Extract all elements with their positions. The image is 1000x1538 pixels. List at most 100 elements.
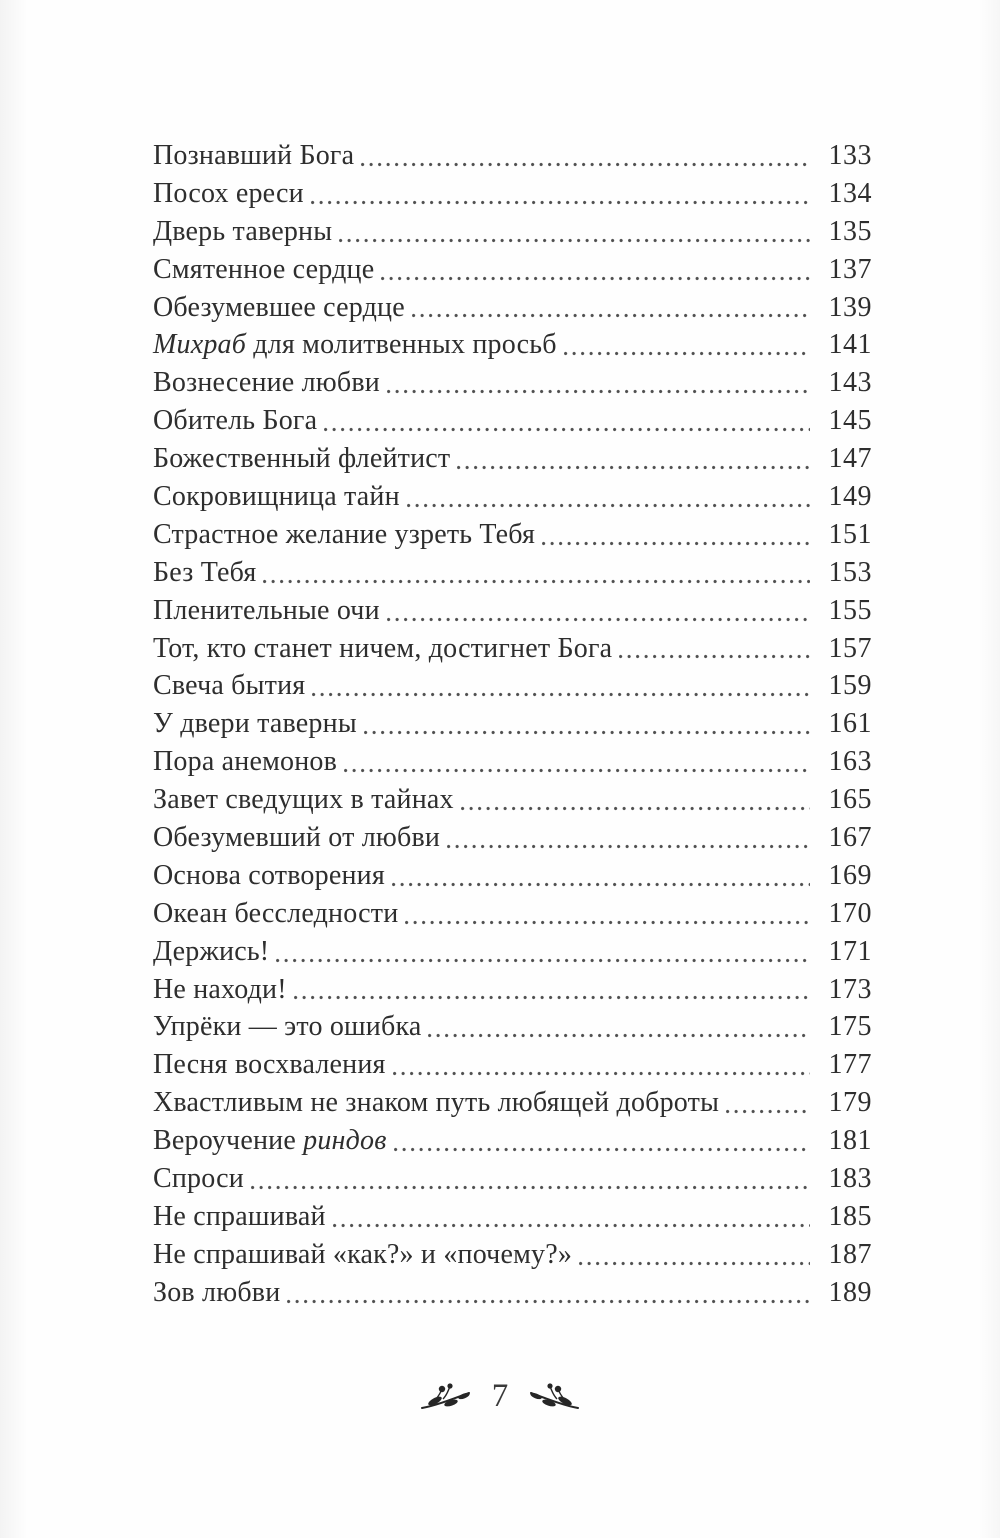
dotted-leader [363,730,810,736]
toc-entry: Спроси 183 [153,1160,872,1198]
toc-entry-page-number: 149 [828,481,872,513]
toc-entry: Не спрашивай «как?» и «почему?» 187 [153,1236,872,1274]
toc-entry-page-number: 139 [828,291,872,323]
toc-entry: Не находи! 173 [153,971,872,1009]
toc-entry-title: Не спрашивай [153,1200,326,1232]
toc-entry-title: Без Тебя [153,556,257,588]
toc-entry-page-number: 181 [828,1125,872,1157]
toc-entry: Посох ереси 134 [153,175,872,213]
toc-entry-page-number: 134 [828,177,872,209]
toc-entry: Дверь таверны 135 [153,213,872,251]
toc-entry-title: Смятенное сердце [153,253,375,285]
toc-entry-title: Зов любви [153,1276,281,1308]
page-footer: 7 [0,1378,1000,1415]
toc-entry-page-number: 177 [828,1049,872,1081]
toc-entry-page-number: 161 [828,708,872,740]
toc-entry: Обитель Бога 145 [153,402,872,440]
toc-entry: Не спрашивай 185 [153,1198,872,1236]
toc-entry-title: Спроси [153,1163,244,1195]
toc-entry-title: Завет сведущих в тайнах [153,784,454,816]
toc-entry: Пленительные очи 155 [153,592,872,630]
toc-entry: Вознесение любви 143 [153,364,872,402]
floral-branch-right-icon [528,1381,580,1413]
toc-entry-page-number: 147 [828,443,872,475]
dotted-leader [276,957,810,963]
toc-entry-page-number: 159 [828,670,872,702]
dotted-leader [405,919,810,925]
toc-entry: Держись! 171 [153,933,872,971]
toc-entry-title: Основа сотворения [153,859,385,891]
toc-entry: Обезумевшее сердце 139 [153,289,872,327]
toc-entry-title: Обезумевшее сердце [153,291,405,323]
dotted-leader [361,161,810,167]
toc-entry-title: Вознесение любви [153,367,380,399]
toc-entry: Пора анемонов 163 [153,743,872,781]
dotted-leader [393,1147,810,1153]
toc-entry-title: Страстное желание узреть Тебя [153,518,536,550]
toc-entry-title: Океан бесследности [153,897,399,929]
table-of-contents: Познавший Бога 133 Посох ереси 134 Дверь… [153,137,872,1312]
toc-entry-title: У двери таверны [153,708,357,740]
toc-entry-page-number: 153 [828,556,872,588]
toc-entry-page-number: 171 [828,935,872,967]
toc-entry-page-number: 141 [828,329,872,361]
toc-entry-title: Упрёки — это ошибка [153,1011,422,1043]
toc-entry: Познавший Бога 133 [153,137,872,175]
toc-entry-title: Божественный флейтист [153,443,451,475]
dotted-leader [619,654,810,660]
toc-entry-page-number: 169 [828,859,872,891]
toc-entry: Тот, кто станет ничем, достигнет Бога 15… [153,630,872,668]
toc-entry-title: Пленительные очи [153,594,380,626]
toc-entry-page-number: 145 [828,405,872,437]
toc-entry-page-number: 167 [828,822,872,854]
page-number: 7 [491,1378,509,1414]
dotted-leader [406,502,810,508]
dotted-leader [386,389,810,395]
dotted-leader [411,313,810,319]
toc-entry-page-number: 135 [828,215,872,247]
toc-entry: Божественный флейтист 147 [153,440,872,478]
toc-entry: Хвастливым не знаком путь любящей доброт… [153,1084,872,1122]
toc-entry-title: Держись! [153,935,270,967]
toc-entry-page-number: 173 [828,973,872,1005]
toc-entry-title: Тот, кто станет ничем, достигнет Бога [153,632,613,664]
toc-entry: Завет сведущих в тайнах 165 [153,781,872,819]
toc-entry: Без Тебя 153 [153,554,872,592]
dotted-leader [460,806,810,812]
toc-entry-title: Познавший Бога [153,140,355,171]
toc-entry-title: Обезумевший от любви [153,822,441,854]
toc-entry-page-number: 185 [828,1200,872,1232]
dotted-leader [726,1109,810,1115]
toc-entry-title: Хвастливым не знаком путь любящей доброт… [153,1087,720,1119]
toc-entry-title: Посох ереси [153,177,304,209]
toc-entry-page-number: 189 [828,1276,872,1308]
toc-entry-title: Пора анемонов [153,746,338,778]
dotted-leader [250,1184,810,1190]
toc-entry-page-number: 143 [828,367,872,399]
toc-entry: У двери таверны 161 [153,705,872,743]
toc-entry-page-number: 133 [828,140,872,171]
toc-entry: Свеча бытия 159 [153,667,872,705]
dotted-leader [312,692,810,698]
dotted-leader [391,881,810,887]
toc-entry: Песня восхваления 177 [153,1046,872,1084]
toc-entry: Михраб для молитвенных просьб 141 [153,326,872,364]
toc-entry: Вероучение риндов 181 [153,1122,872,1160]
floral-branch-left-icon [420,1381,472,1413]
toc-entry-page-number: 157 [828,632,872,664]
toc-entry: Страстное желание узреть Тебя 151 [153,516,872,554]
dotted-leader [263,578,810,584]
toc-entry-title: Песня восхваления [153,1049,386,1081]
dotted-leader [310,199,810,205]
toc-entry-page-number: 155 [828,594,872,626]
dotted-leader [287,1298,810,1304]
dotted-leader [457,465,810,471]
toc-entry-title: Дверь таверны [153,215,333,247]
toc-entry: Упрёки — это ошибка 175 [153,1008,872,1046]
toc-entry-page-number: 165 [828,784,872,816]
toc-entry: Обезумевший от любви 167 [153,819,872,857]
toc-entry: Смятенное сердце 137 [153,251,872,289]
toc-entry-page-number: 183 [828,1163,872,1195]
dotted-leader [563,351,810,357]
